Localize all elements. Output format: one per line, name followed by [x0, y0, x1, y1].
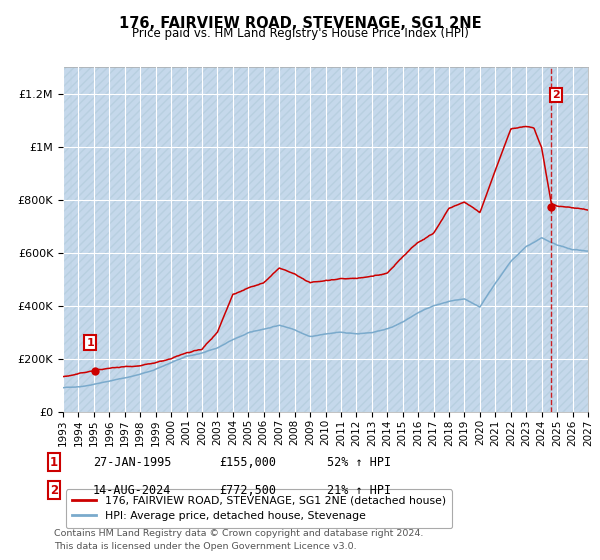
- Text: 1: 1: [50, 455, 58, 469]
- Bar: [63, 67, 71, 412]
- Text: 14-AUG-2024: 14-AUG-2024: [93, 483, 172, 497]
- Text: £155,000: £155,000: [219, 455, 276, 469]
- Text: Contains HM Land Registry data © Crown copyright and database right 2024.
This d: Contains HM Land Registry data © Crown c…: [54, 529, 424, 550]
- Text: 2: 2: [552, 90, 560, 100]
- Bar: [557, 67, 588, 412]
- Text: 1: 1: [86, 338, 94, 348]
- Text: 21% ↑ HPI: 21% ↑ HPI: [327, 483, 391, 497]
- Text: Price paid vs. HM Land Registry's House Price Index (HPI): Price paid vs. HM Land Registry's House …: [131, 27, 469, 40]
- Text: £772,500: £772,500: [219, 483, 276, 497]
- Text: 52% ↑ HPI: 52% ↑ HPI: [327, 455, 391, 469]
- Text: 27-JAN-1995: 27-JAN-1995: [93, 455, 172, 469]
- Text: 2: 2: [50, 483, 58, 497]
- Text: 176, FAIRVIEW ROAD, STEVENAGE, SG1 2NE: 176, FAIRVIEW ROAD, STEVENAGE, SG1 2NE: [119, 16, 481, 31]
- Legend: 176, FAIRVIEW ROAD, STEVENAGE, SG1 2NE (detached house), HPI: Average price, det: 176, FAIRVIEW ROAD, STEVENAGE, SG1 2NE (…: [66, 489, 452, 528]
